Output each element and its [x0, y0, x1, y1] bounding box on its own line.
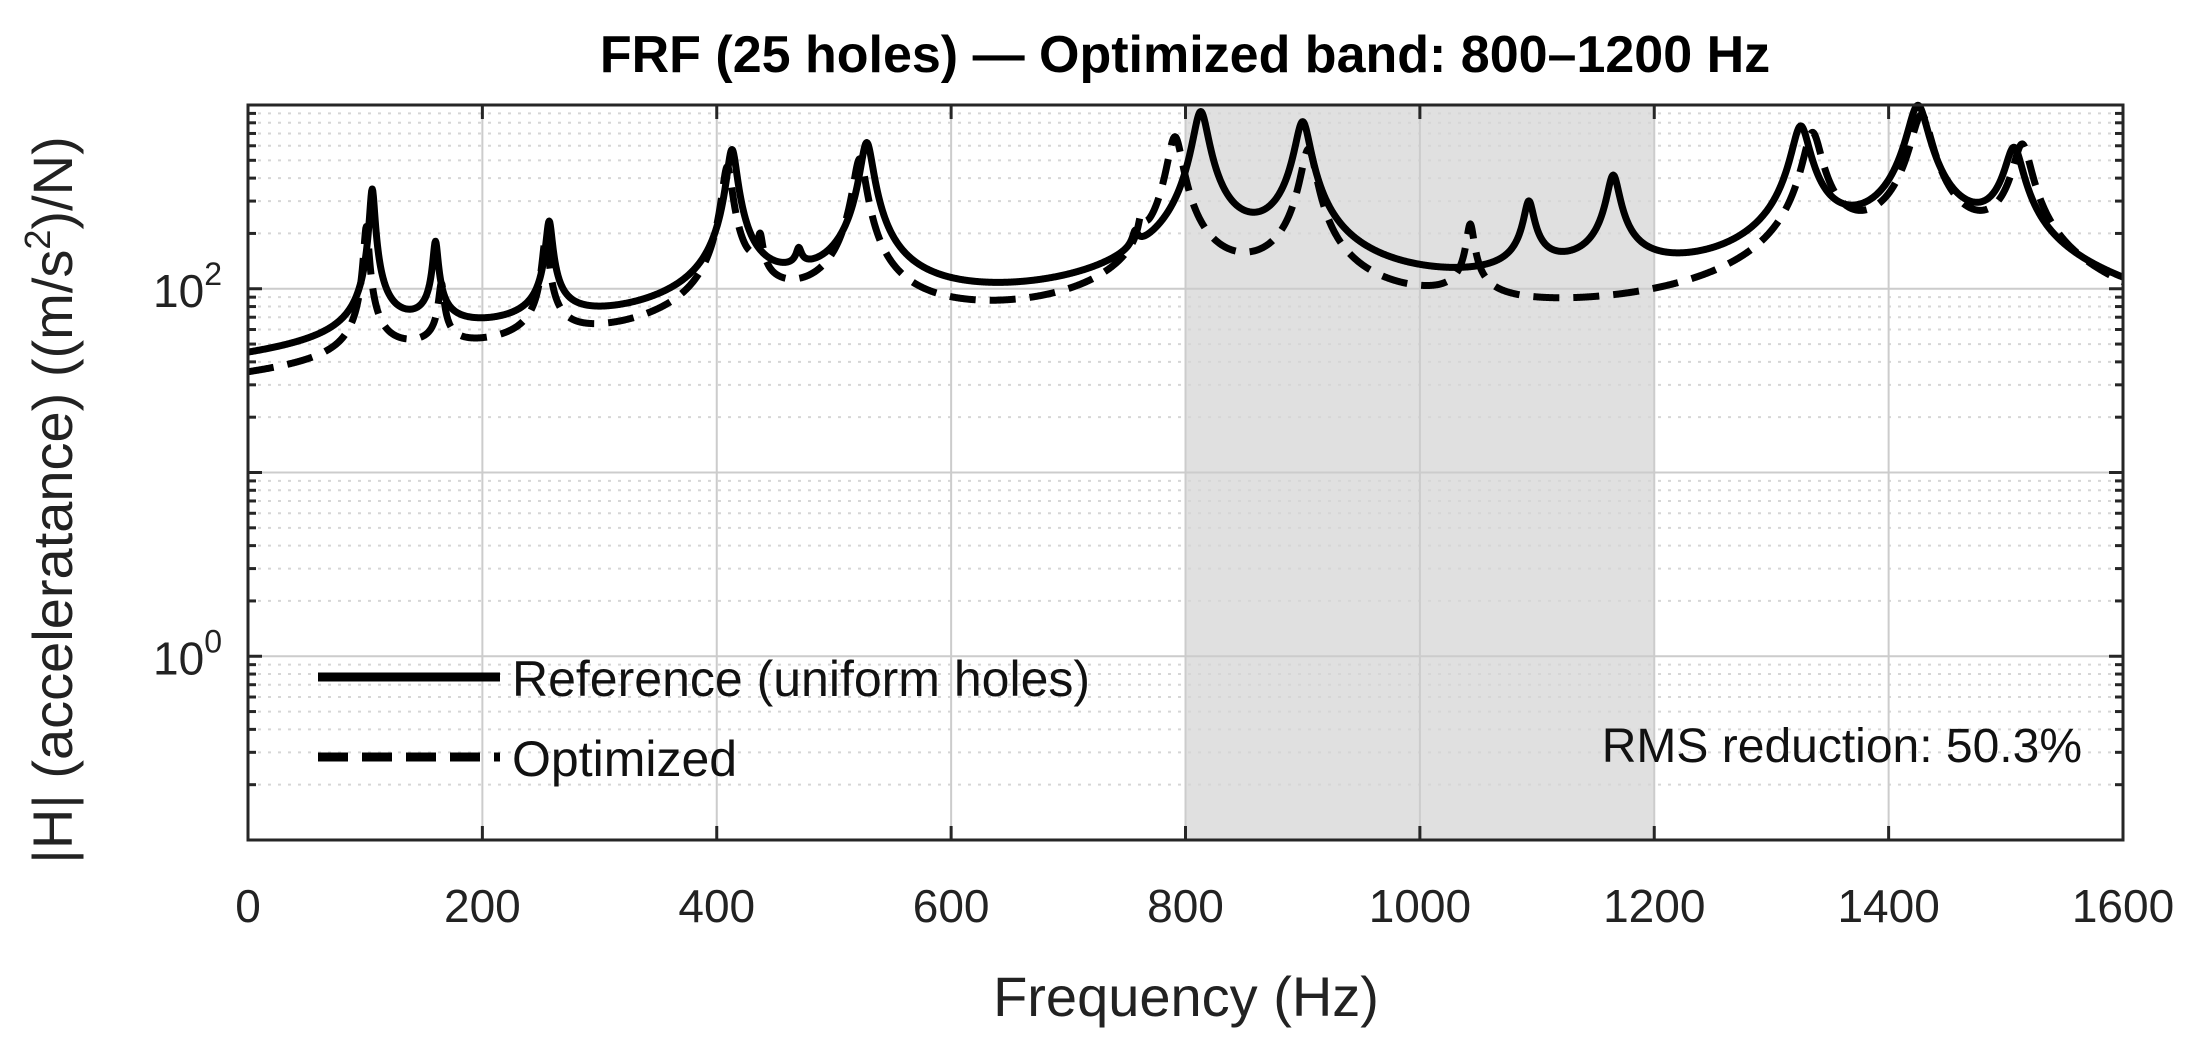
y-tick-label-exponent: 2	[204, 256, 222, 292]
y-axis-label-prefix: |H| (acceleratance) ((m/s	[21, 250, 84, 864]
series-optimized-line	[245, 111, 2126, 376]
x-tick-labels: 0 200 400 600 800 1000 1200 1400 1600	[235, 880, 2174, 932]
y-tick-label-base: 10	[153, 632, 204, 684]
rms-annotation: RMS reduction: 50.3%	[1602, 720, 2082, 773]
x-tick-label: 1600	[2072, 880, 2174, 932]
x-tick-label: 1000	[1369, 880, 1471, 932]
legend: Reference (uniform holes) Optimized	[318, 651, 1090, 787]
x-tick-label: 600	[913, 880, 990, 932]
tick-marks	[246, 103, 2125, 842]
y-tick-label: 100	[153, 623, 222, 684]
x-tick-label: 1400	[1837, 880, 1939, 932]
x-axis-label: Frequency (Hz)	[993, 965, 1379, 1028]
legend-label-reference: Reference (uniform holes)	[512, 651, 1090, 707]
x-tick-label: 400	[678, 880, 755, 932]
x-tick-label: 200	[444, 880, 521, 932]
y-tick-label-exponent: 0	[204, 623, 222, 659]
plot-area	[245, 101, 2126, 842]
chart-title: FRF (25 holes) — Optimized band: 800–120…	[600, 26, 1770, 84]
x-tick-label: 1200	[1603, 880, 1705, 932]
y-axis-label-suffix: )/N)	[21, 136, 84, 229]
y-tick-label-base: 10	[153, 265, 204, 317]
x-tick-label: 800	[1147, 880, 1224, 932]
y-axis-label: |H| (acceleratance) ((m/s2)/N)	[17, 136, 84, 863]
x-tick-label: 0	[235, 880, 261, 932]
legend-label-optimized: Optimized	[512, 731, 737, 787]
y-axis-label-superscript: 2	[17, 230, 58, 250]
series-layer	[245, 101, 2126, 376]
y-tick-label: 102	[153, 256, 222, 317]
